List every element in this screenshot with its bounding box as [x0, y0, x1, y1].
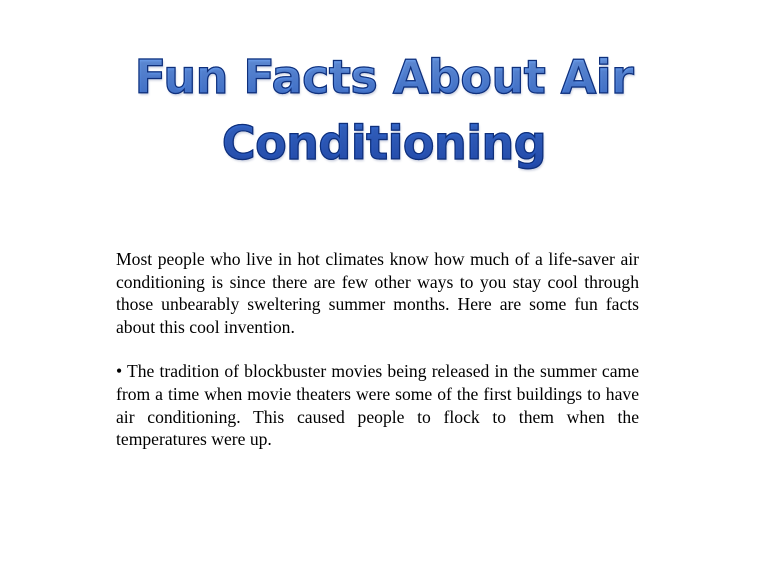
fact-bullet-paragraph: • The tradition of blockbuster movies be…	[116, 361, 639, 450]
slide-title-line-2: Conditioning	[221, 115, 547, 170]
slide-title-line-1: Fun Facts About Air	[134, 49, 634, 104]
slide-body: Most people who live in hot climates kno…	[116, 248, 639, 451]
intro-paragraph: Most people who live in hot climates kno…	[116, 249, 639, 337]
slide-title: Fun Facts About Air Conditioning	[84, 44, 684, 176]
